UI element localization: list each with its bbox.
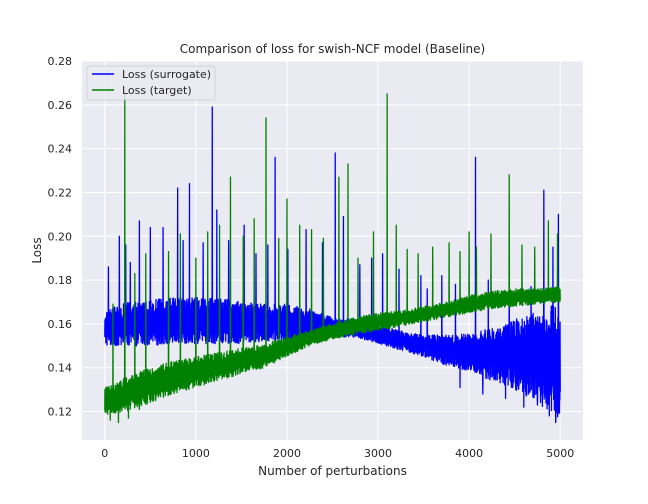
y-axis: 0.12 0.14 0.16 0.18 0.20 0.22 0.24 0.26 0.28 bbox=[48, 55, 73, 419]
series-line-1 bbox=[104, 93, 561, 424]
y-axis-label: Loss bbox=[30, 237, 44, 263]
y-tick-label: 0.14 bbox=[48, 362, 73, 375]
y-tick-label: 0.12 bbox=[48, 406, 73, 419]
x-tick-label: 5000 bbox=[546, 447, 574, 460]
y-tick-label: 0.16 bbox=[48, 318, 73, 331]
y-tick-label: 0.18 bbox=[48, 274, 73, 287]
x-axis-label: Number of perturbations bbox=[258, 464, 407, 478]
x-tick-label: 2000 bbox=[273, 447, 301, 460]
x-tick-label: 0 bbox=[101, 447, 108, 460]
legend-box bbox=[86, 65, 216, 101]
x-tick-label: 4000 bbox=[455, 447, 483, 460]
x-tick-label: 1000 bbox=[182, 447, 210, 460]
y-tick-label: 0.24 bbox=[48, 143, 73, 156]
y-tick-label: 0.22 bbox=[48, 186, 73, 199]
y-tick-label: 0.20 bbox=[48, 230, 73, 243]
legend-label-surrogate: Loss (surrogate) bbox=[122, 68, 211, 81]
y-tick-label: 0.28 bbox=[48, 55, 73, 68]
x-tick-label: 3000 bbox=[364, 447, 392, 460]
x-axis: 0 1000 2000 3000 4000 5000 bbox=[101, 447, 574, 460]
y-tick-label: 0.26 bbox=[48, 99, 73, 112]
series-layer bbox=[104, 93, 561, 424]
legend-label-target: Loss (target) bbox=[122, 84, 192, 97]
legend: Loss (surrogate) Loss (target) bbox=[86, 65, 216, 101]
chart-title: Comparison of loss for swish-NCF model (… bbox=[180, 42, 485, 56]
